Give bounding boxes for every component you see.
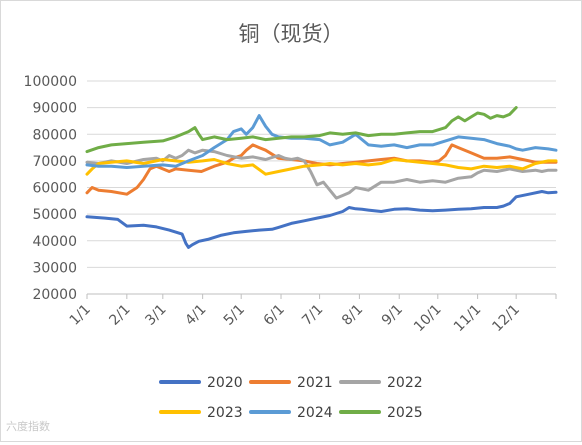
legend-label-2025: 2025 <box>387 405 423 421</box>
y-tick-label: 50000 <box>32 207 77 223</box>
y-tick-label: 70000 <box>32 154 77 170</box>
watermark: 六度指数 <box>6 420 50 433</box>
x-tick-label: 1/1 <box>67 302 94 329</box>
y-tick-labels: 20000 30000 40000 50000 60000 70000 80000 90000… <box>24 74 77 303</box>
y-tick-label: 100000 <box>24 74 77 90</box>
x-tick-labels: 1/1 2/1 3/1 4/1 5/1 6/1 7/1 8/1 9/1 10/1 11/1 12/1 <box>67 294 557 336</box>
y-tick-label: 20000 <box>32 287 77 303</box>
legend-label-2022: 2022 <box>387 375 423 391</box>
x-tick-label: 12/1 <box>489 302 523 336</box>
series-line-2022 <box>85 148 558 200</box>
x-tick-label: 4/1 <box>182 302 209 329</box>
series-lines <box>85 106 558 249</box>
chart-title: 铜（现货） <box>239 22 344 46</box>
legend-label-2021: 2021 <box>297 375 333 391</box>
x-tick-label: 3/1 <box>142 302 169 329</box>
y-tick-label: 60000 <box>32 181 77 197</box>
x-tick-label: 5/1 <box>221 302 248 329</box>
series-line-2020 <box>85 190 558 249</box>
y-tick-label: 80000 <box>32 127 77 143</box>
y-tick-label: 40000 <box>32 234 77 250</box>
series-line-2021 <box>85 143 558 196</box>
y-tick-label: 90000 <box>32 101 77 117</box>
legend-label-2024: 2024 <box>297 405 333 421</box>
series-line-2024 <box>85 114 558 169</box>
y-tick-label: 30000 <box>32 260 77 276</box>
x-tick-label: 6/1 <box>261 302 288 329</box>
legend: 2020 2021 2022 2023 2024 2025 <box>159 375 423 421</box>
x-tick-label: 9/1 <box>379 302 406 329</box>
x-tick-label: 2/1 <box>106 302 133 329</box>
x-tick-label: 8/1 <box>339 302 366 329</box>
series-line-2025 <box>85 106 518 154</box>
series-line-2023 <box>85 158 558 176</box>
legend-label-2020: 2020 <box>207 375 243 391</box>
x-tick-label: 7/1 <box>299 302 326 329</box>
gridlines <box>87 80 556 295</box>
legend-label-2023: 2023 <box>207 405 243 421</box>
x-tick-label: 10/1 <box>411 302 445 336</box>
x-tick-label: 11/1 <box>451 302 485 336</box>
